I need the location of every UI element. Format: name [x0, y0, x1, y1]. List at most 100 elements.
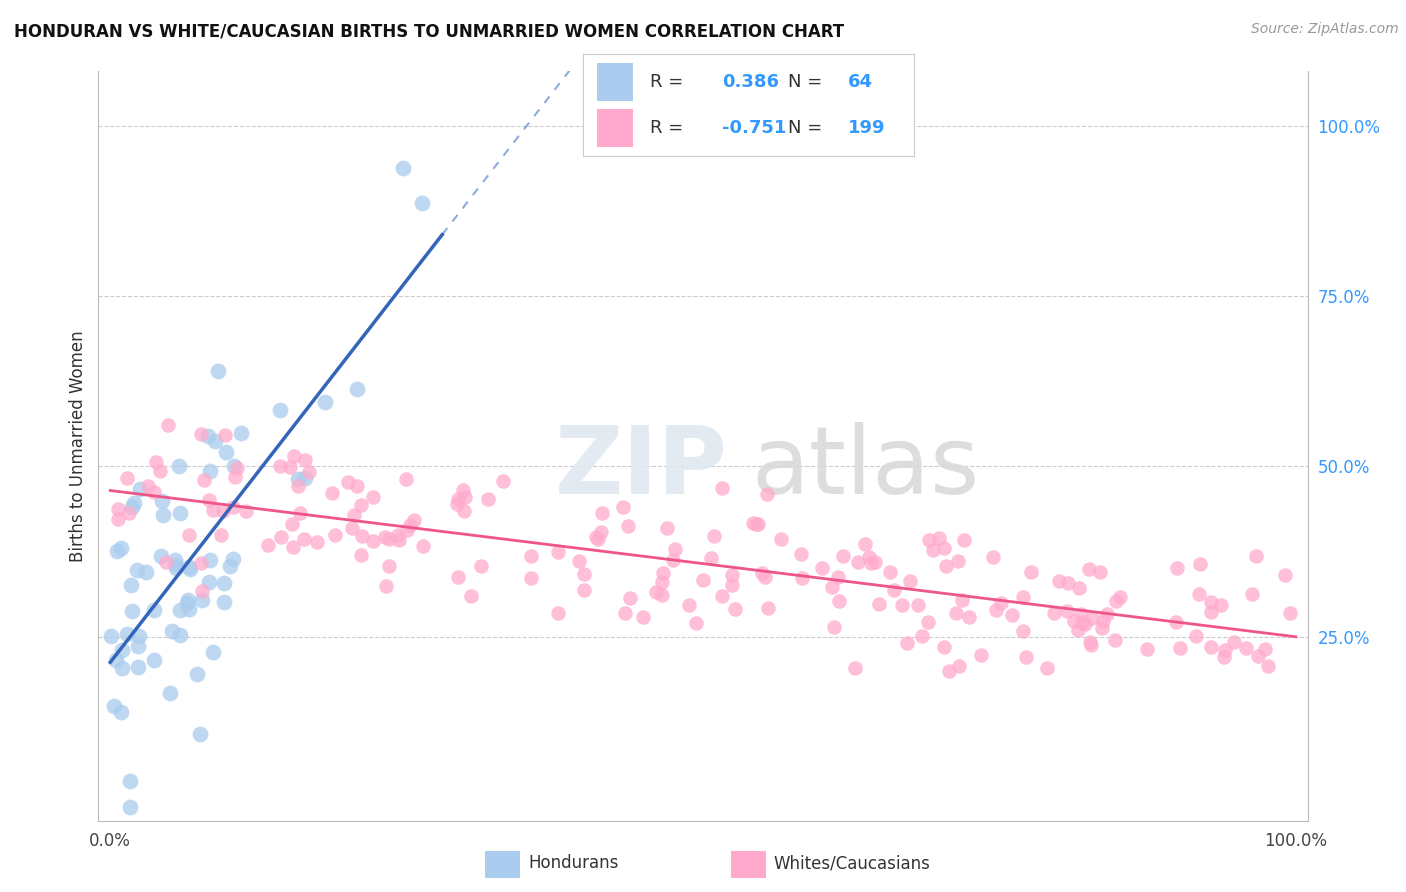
Point — [222, 500, 245, 514]
Point — [188, 727, 211, 741]
Point — [201, 502, 224, 516]
Point — [588, 532, 610, 546]
Point — [294, 471, 316, 485]
Point — [1222, 634, 1244, 648]
Text: N =: N = — [789, 73, 828, 91]
Point — [1201, 640, 1223, 655]
Point — [120, 800, 142, 814]
Point — [868, 597, 890, 611]
Point — [214, 427, 236, 442]
Point — [756, 601, 779, 615]
Point — [411, 196, 433, 211]
Point — [879, 566, 901, 580]
Point — [222, 552, 245, 566]
Point — [225, 461, 247, 475]
Point — [1036, 661, 1059, 675]
FancyBboxPatch shape — [596, 62, 633, 101]
Point — [1108, 591, 1130, 605]
Point — [396, 523, 419, 537]
Point — [169, 506, 191, 520]
Point — [127, 639, 149, 653]
Point — [197, 429, 219, 443]
Point — [898, 574, 921, 589]
Point — [269, 402, 291, 417]
Point — [1078, 635, 1101, 649]
Point — [917, 615, 939, 629]
Point — [891, 598, 914, 612]
Point — [460, 589, 482, 603]
Point — [1042, 606, 1064, 620]
Point — [585, 530, 607, 544]
Point — [568, 553, 591, 567]
Point — [846, 555, 869, 569]
Point — [350, 529, 373, 543]
Point — [118, 506, 141, 520]
FancyBboxPatch shape — [596, 109, 633, 147]
Point — [143, 602, 166, 616]
Point — [547, 606, 569, 620]
Point — [231, 426, 253, 441]
Point — [520, 571, 543, 585]
Point — [896, 635, 918, 649]
Point — [111, 661, 134, 675]
Point — [287, 472, 309, 486]
Point — [589, 524, 612, 539]
Point — [1067, 623, 1090, 637]
Point — [1279, 606, 1302, 620]
Point — [948, 659, 970, 673]
Point — [218, 559, 240, 574]
Point — [572, 582, 595, 597]
Point — [110, 541, 132, 556]
Point — [193, 473, 215, 487]
Point — [149, 464, 172, 478]
Point — [1199, 605, 1222, 619]
Point — [1188, 587, 1211, 601]
Point — [177, 601, 200, 615]
Point — [678, 599, 700, 613]
Point — [165, 558, 187, 573]
Point — [105, 544, 128, 558]
Point — [769, 532, 792, 546]
Point — [224, 470, 246, 484]
Point — [202, 645, 225, 659]
Text: HONDURAN VS WHITE/CAUCASIAN BIRTHS TO UNMARRIED WOMEN CORRELATION CHART: HONDURAN VS WHITE/CAUCASIAN BIRTHS TO UN… — [14, 22, 844, 40]
Point — [152, 508, 174, 523]
Point — [932, 640, 955, 654]
Point — [747, 516, 769, 531]
Point — [145, 454, 167, 468]
Point — [200, 553, 222, 567]
Point — [111, 642, 134, 657]
Point — [176, 596, 198, 610]
Point — [198, 493, 221, 508]
Point — [388, 533, 411, 548]
Point — [294, 453, 316, 467]
Point — [283, 449, 305, 463]
Point — [269, 458, 291, 473]
Point — [1070, 616, 1092, 631]
Point — [305, 534, 328, 549]
Point — [790, 571, 813, 585]
Point — [288, 506, 311, 520]
Point — [378, 532, 401, 546]
Point — [591, 506, 613, 520]
Point — [278, 460, 301, 475]
Point — [394, 472, 416, 486]
Point — [946, 554, 969, 568]
Point — [1212, 650, 1234, 665]
Point — [398, 518, 420, 533]
Point — [1091, 621, 1114, 635]
Point — [298, 465, 321, 479]
Point — [664, 541, 686, 556]
Point — [1012, 624, 1035, 639]
Point — [520, 549, 543, 563]
Point — [612, 500, 634, 515]
Text: N =: N = — [789, 119, 828, 136]
Point — [155, 555, 177, 569]
Point — [150, 494, 173, 508]
Point — [1105, 593, 1128, 607]
Point — [100, 628, 122, 642]
Point — [1088, 565, 1111, 579]
Point — [190, 593, 212, 607]
Point — [662, 552, 685, 566]
Point — [387, 528, 409, 542]
